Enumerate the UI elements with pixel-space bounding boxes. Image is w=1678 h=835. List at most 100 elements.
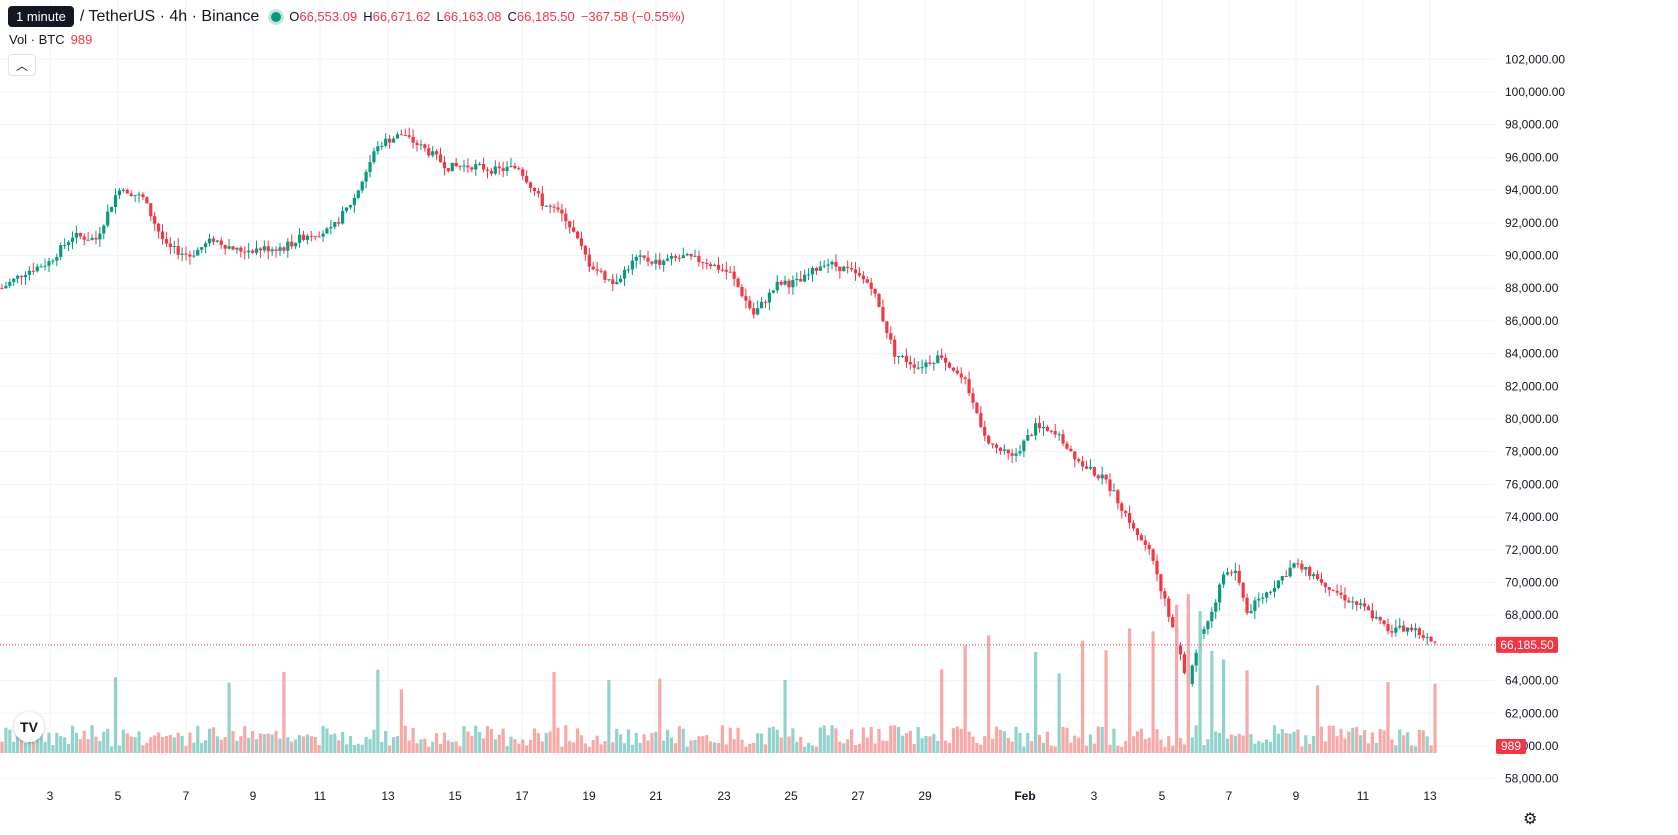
candle-body: [172, 245, 176, 247]
volume-bar: [990, 738, 995, 753]
candle-body: [1280, 576, 1284, 581]
candle-body: [865, 279, 869, 283]
volume-bar: [431, 741, 435, 753]
candle-body: [1233, 570, 1237, 573]
candle-body: [325, 228, 329, 234]
volume-bar: [1268, 741, 1273, 753]
candle-body: [211, 238, 216, 242]
volume-bar: [971, 736, 975, 753]
x-axis-tick-label: 27: [851, 789, 865, 803]
candle-body: [1124, 511, 1128, 514]
volume-bar: [1378, 728, 1382, 753]
candle-body: [560, 209, 564, 214]
volume-bar: [1018, 732, 1022, 753]
volume-bar: [1315, 685, 1320, 753]
collapse-legend-button[interactable]: ︿: [8, 54, 36, 76]
y-axis-tick-label: 86,000.00: [1505, 314, 1559, 328]
candle-body: [1108, 479, 1112, 492]
volume-bar: [1167, 735, 1171, 753]
volume-bar: [4, 727, 8, 753]
volume-bar: [1206, 739, 1210, 753]
candle-body: [74, 232, 78, 238]
x-axis-tick-label: 11: [314, 789, 327, 803]
volume-bar: [501, 728, 505, 753]
candle-body: [55, 256, 59, 261]
candle-body: [806, 274, 811, 276]
volume-bar: [1284, 733, 1288, 753]
candle-body: [685, 254, 689, 256]
volume-bar: [791, 728, 795, 753]
candle-body: [1163, 591, 1167, 599]
candle-body: [266, 246, 270, 252]
candle-body: [998, 447, 1003, 451]
candle-body: [262, 246, 266, 251]
volume-bar: [803, 746, 807, 753]
volume-bar: [470, 735, 474, 753]
volume-bar: [1300, 746, 1304, 753]
volume-bar: [82, 730, 86, 753]
candle-body: [599, 270, 603, 272]
candle-body: [1417, 628, 1421, 636]
x-axis-tick-label: 3: [1091, 789, 1098, 803]
volume-bar: [290, 741, 294, 753]
candle-body: [481, 163, 486, 170]
candle-body: [1241, 582, 1245, 598]
candle-body: [501, 168, 505, 172]
volume-bar: [771, 726, 775, 753]
market-status-dot[interactable]: [271, 11, 282, 22]
volume-bar: [509, 736, 513, 753]
candle-body: [450, 162, 454, 172]
volume-bar: [415, 743, 419, 753]
volume-bar: [1280, 729, 1284, 753]
candle-body: [861, 275, 865, 280]
candle-body: [1049, 430, 1053, 432]
candle-body: [1253, 600, 1257, 611]
volume-bar: [356, 743, 360, 753]
symbol-title[interactable]: / TetherUS · 4h · Binance: [79, 7, 260, 25]
candle-body: [881, 306, 885, 322]
candle-body: [321, 233, 325, 237]
candle-body: [1225, 572, 1230, 575]
volume-bar: [1014, 726, 1018, 753]
volume-bar: [579, 735, 584, 753]
candle-body: [133, 195, 137, 197]
volume-bar: [1214, 731, 1218, 753]
volume-bar: [544, 732, 548, 753]
volume-bar: [830, 725, 834, 753]
candle-body: [1359, 603, 1363, 605]
candle-body: [446, 168, 450, 172]
volume-bar: [1081, 640, 1085, 753]
volume-bar: [626, 729, 631, 753]
volume-bar: [329, 734, 333, 753]
candle-body: [916, 367, 920, 369]
volume-bar: [932, 733, 936, 753]
x-axis-tick-label: 13: [1423, 789, 1437, 803]
volume-bar: [787, 736, 791, 753]
volume-bar: [247, 737, 251, 753]
settings-gear-icon[interactable]: ⚙: [1523, 811, 1538, 828]
candle-body: [1143, 540, 1147, 545]
y-axis-tick-label: 74,000.00: [1505, 510, 1559, 524]
candle-body: [1370, 610, 1374, 619]
volume-legend[interactable]: Vol · BTC 989: [9, 32, 92, 47]
volume-bar: [176, 732, 180, 753]
y-axis-tick-label: 78,000.00: [1505, 445, 1559, 459]
volume-bar: [180, 735, 184, 753]
volume-bar: [98, 741, 102, 753]
volume-bar: [869, 727, 873, 753]
candle-body: [196, 249, 200, 256]
candle-body: [407, 135, 411, 137]
tradingview-logo[interactable]: TV: [14, 712, 44, 742]
candle-body: [301, 234, 306, 241]
volume-bar: [1112, 728, 1116, 753]
candle-body: [164, 239, 169, 244]
candle-body: [650, 261, 654, 264]
volume-bar: [1319, 726, 1324, 753]
volume-bar: [763, 744, 768, 753]
candle-body: [1096, 475, 1100, 479]
volume-bar: [521, 739, 525, 753]
volume-bar: [1077, 737, 1081, 753]
candle-body: [1276, 580, 1280, 588]
candle-body: [1249, 610, 1253, 613]
